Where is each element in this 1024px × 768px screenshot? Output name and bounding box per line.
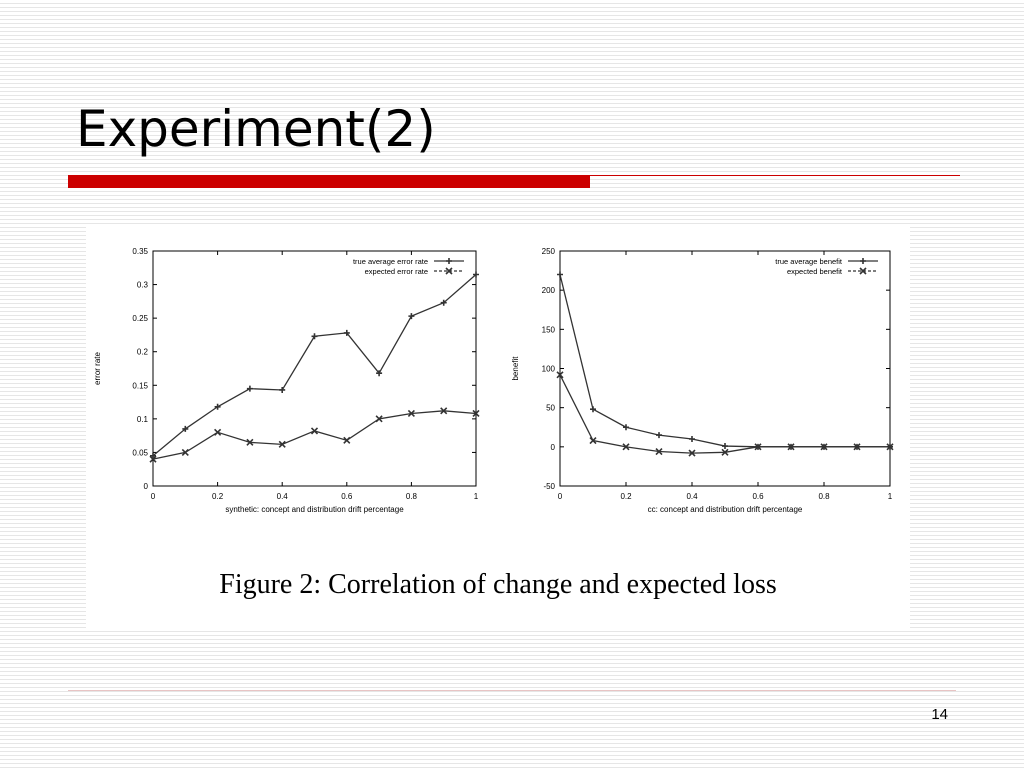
y-tick-label: 0.1 bbox=[137, 415, 149, 424]
point-marker bbox=[859, 267, 867, 275]
series-line bbox=[559, 374, 890, 454]
x-tick-label: 0.6 bbox=[341, 492, 353, 501]
chart-error-rate: 0 0.05 0.1 0.15 0.2 0.25 0.3 0.35 0 0.2 0.4 0.6 0.8 1… bbox=[93, 247, 480, 514]
point-marker bbox=[472, 409, 480, 418]
x-axis-label: synthetic: concept and distribution drif… bbox=[225, 505, 404, 514]
title-underline-rule bbox=[590, 175, 960, 176]
point-marker bbox=[279, 386, 286, 393]
x-tick-label: 0.8 bbox=[818, 492, 830, 501]
point-marker bbox=[688, 449, 696, 457]
y-tick-label: 100 bbox=[542, 365, 556, 374]
point-marker bbox=[860, 258, 866, 264]
point-marker bbox=[589, 437, 597, 445]
point-marker bbox=[181, 448, 189, 456]
legend-label: true average error rate bbox=[353, 257, 428, 266]
point-marker bbox=[622, 443, 630, 451]
series-2 bbox=[149, 407, 480, 463]
point-marker bbox=[376, 370, 383, 377]
x-tick-label: 0.4 bbox=[686, 492, 698, 501]
x-tick-label: 0.2 bbox=[620, 492, 632, 501]
point-marker bbox=[182, 425, 189, 432]
series-2 bbox=[556, 371, 894, 457]
y-tick-label: 0.3 bbox=[137, 281, 149, 290]
x-tick-label: 1 bbox=[888, 492, 893, 501]
y-tick-label: 150 bbox=[542, 325, 556, 334]
y-tick-label: 0 bbox=[144, 482, 149, 491]
point-marker bbox=[311, 333, 318, 340]
y-axis-label: benefit bbox=[511, 356, 520, 381]
point-marker bbox=[246, 385, 253, 392]
series-1 bbox=[557, 271, 893, 450]
plot-frame bbox=[559, 250, 891, 487]
point-marker bbox=[590, 406, 596, 413]
point-marker bbox=[150, 452, 156, 459]
point-marker bbox=[557, 271, 563, 278]
point-marker bbox=[375, 415, 383, 423]
legend-label: expected benefit bbox=[787, 267, 843, 276]
point-marker bbox=[278, 440, 286, 448]
x-tick-label: 0.8 bbox=[406, 492, 418, 501]
x-tick-label: 1 bbox=[474, 492, 479, 501]
point-marker bbox=[440, 299, 447, 306]
y-tick-label: 0.35 bbox=[132, 247, 148, 256]
legend-label: true average benefit bbox=[775, 257, 843, 266]
y-tick-label: -50 bbox=[543, 482, 555, 491]
y-tick-label: 200 bbox=[542, 286, 556, 295]
point-marker bbox=[656, 432, 662, 439]
point-marker bbox=[655, 447, 663, 456]
y-tick-label: 0 bbox=[551, 443, 556, 452]
y-tick-label: 50 bbox=[546, 404, 555, 413]
figure-caption: Figure 2: Correlation of change and expe… bbox=[219, 569, 777, 600]
point-marker bbox=[722, 443, 728, 450]
y-tick-label: 0.15 bbox=[132, 381, 148, 390]
point-marker bbox=[440, 407, 448, 415]
footer-divider bbox=[68, 690, 956, 691]
point-marker bbox=[214, 403, 221, 410]
x-tick-label: 0.6 bbox=[752, 492, 764, 501]
point-marker bbox=[310, 427, 319, 435]
point-marker bbox=[754, 443, 762, 451]
y-axis-label: error rate bbox=[93, 352, 102, 385]
point-marker bbox=[343, 436, 351, 444]
y-tick-label: 0.2 bbox=[137, 348, 149, 357]
series-line bbox=[152, 274, 477, 457]
point-marker bbox=[343, 329, 350, 336]
y-tick-label: 0.05 bbox=[132, 448, 148, 457]
point-marker bbox=[446, 258, 452, 264]
point-marker bbox=[721, 448, 729, 456]
point-marker bbox=[149, 455, 157, 463]
point-marker bbox=[787, 443, 795, 451]
y-tick-label: 250 bbox=[542, 247, 556, 256]
point-marker bbox=[886, 443, 894, 451]
point-marker bbox=[407, 409, 415, 418]
point-marker bbox=[445, 267, 453, 275]
legend-label: expected error rate bbox=[365, 267, 428, 276]
point-marker bbox=[820, 443, 828, 451]
point-marker bbox=[556, 371, 564, 379]
x-tick-label: 0 bbox=[558, 492, 563, 501]
point-marker bbox=[623, 424, 629, 431]
figure-panel: 0 0.05 0.1 0.15 0.2 0.25 0.3 0.35 0 0.2 0.4 0.6 0.8 1… bbox=[86, 226, 910, 628]
title-underline-bar bbox=[68, 175, 590, 188]
y-tick-label: 0.25 bbox=[132, 314, 148, 323]
x-tick-label: 0.4 bbox=[277, 492, 289, 501]
series-line bbox=[559, 274, 890, 448]
point-marker bbox=[246, 438, 254, 446]
x-axis-label: cc: concept and distribution drift perce… bbox=[648, 505, 803, 514]
point-marker bbox=[853, 443, 861, 451]
point-marker bbox=[473, 271, 479, 278]
point-marker bbox=[689, 436, 695, 442]
series-1 bbox=[150, 271, 479, 459]
slide-title: Experiment(2) bbox=[76, 100, 436, 158]
point-marker bbox=[408, 313, 415, 320]
plot-frame bbox=[152, 250, 477, 487]
x-tick-label: 0.2 bbox=[212, 492, 224, 501]
x-tick-label: 0 bbox=[151, 492, 156, 501]
point-marker bbox=[214, 428, 222, 436]
page-number: 14 bbox=[931, 706, 948, 723]
